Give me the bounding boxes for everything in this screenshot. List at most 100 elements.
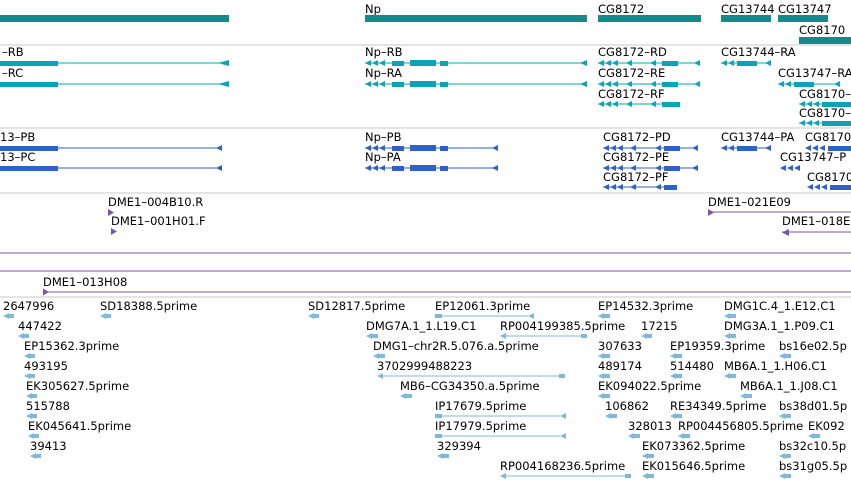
est-label: 307633 — [598, 339, 642, 353]
est-marker[interactable] — [779, 473, 791, 479]
est-alignment[interactable] — [435, 413, 566, 419]
est-label: 39413 — [30, 439, 67, 453]
est-marker[interactable] — [30, 453, 41, 459]
est-label: EK305627.5prime — [26, 379, 129, 393]
est-marker[interactable] — [598, 373, 610, 379]
est-marker[interactable] — [26, 413, 37, 419]
protein-model[interactable] — [0, 165, 222, 171]
est-marker[interactable] — [724, 333, 736, 339]
est-marker[interactable] — [779, 413, 791, 419]
est-alignment[interactable] — [435, 313, 534, 319]
est-marker[interactable] — [26, 393, 37, 399]
transcript-model[interactable] — [365, 60, 587, 66]
transcript-model[interactable] — [721, 60, 771, 66]
clone-marker[interactable] — [111, 228, 117, 235]
est-marker[interactable] — [308, 313, 319, 319]
est-alignment[interactable] — [500, 473, 631, 479]
transcript-model[interactable] — [0, 81, 229, 87]
est-label: EK015646.5prime — [642, 459, 745, 473]
est-label: MB6–CG34350.a.5prime — [400, 379, 540, 393]
clone-track: DME1–004B10.R DME1–001H01.F DME1–021E09 … — [108, 195, 851, 236]
est-marker[interactable] — [724, 373, 736, 379]
est-label: bs38d01.5p — [779, 399, 847, 413]
transcript-model[interactable] — [799, 120, 851, 126]
est-label: DMG1–chr2R.5.076.a.5prime — [373, 339, 539, 353]
est-marker[interactable] — [3, 313, 14, 319]
est-label: 2647996 — [3, 299, 54, 313]
transcript-label: Np–RB — [365, 45, 403, 59]
transcript-model[interactable] — [598, 60, 700, 66]
protein-model[interactable] — [603, 184, 677, 190]
est-marker[interactable] — [628, 433, 640, 439]
est-alignment[interactable] — [435, 433, 566, 439]
est-marker[interactable] — [808, 433, 820, 439]
est-marker[interactable] — [740, 393, 752, 399]
transcript-model[interactable] — [365, 81, 587, 87]
transcript-model[interactable] — [778, 81, 840, 87]
gene-bar-cg13744[interactable] — [721, 15, 771, 22]
est-label: MB6A.1_1.H06.C1 — [724, 359, 827, 373]
clone-alignment[interactable] — [708, 209, 851, 216]
gene-bar-left[interactable] — [0, 15, 229, 22]
est-marker[interactable] — [28, 433, 39, 439]
protein-model[interactable] — [365, 165, 498, 171]
clone-marker[interactable] — [108, 209, 114, 216]
est-marker[interactable] — [670, 353, 682, 359]
est-label: RP004199385.5prime — [500, 319, 625, 333]
est-marker[interactable] — [641, 333, 652, 339]
est-marker[interactable] — [724, 313, 736, 319]
protein-label: CG8172–PF — [603, 170, 669, 184]
est-marker[interactable] — [366, 333, 378, 339]
transcript-model[interactable] — [598, 81, 700, 87]
est-label: RP004456805.5prime — [678, 419, 803, 433]
transcript-model[interactable] — [799, 101, 851, 107]
clone-alignment[interactable] — [782, 229, 851, 236]
est-label: SD18388.5prime — [100, 299, 197, 313]
est-marker[interactable] — [24, 353, 35, 359]
gene-bar-cg8170[interactable] — [799, 37, 851, 44]
protein-model[interactable] — [0, 145, 222, 151]
est-label: 329394 — [437, 439, 481, 453]
est-label: 17215 — [641, 319, 678, 333]
est-label: SD12817.5prime — [308, 299, 405, 313]
est-marker[interactable] — [670, 413, 682, 419]
transcript-model[interactable] — [598, 101, 680, 107]
protein-model[interactable] — [603, 145, 698, 151]
gene-bar-cg8172[interactable] — [598, 15, 701, 22]
est-alignment[interactable] — [377, 373, 565, 379]
est-marker[interactable] — [779, 453, 791, 459]
est-marker[interactable] — [18, 333, 29, 339]
est-marker[interactable] — [605, 413, 617, 419]
est-marker[interactable] — [779, 353, 791, 359]
transcript-label: CG8172–RE — [598, 66, 665, 80]
protein-model[interactable] — [807, 184, 851, 190]
est-marker[interactable] — [642, 473, 654, 479]
est-marker[interactable] — [400, 393, 412, 399]
protein-model[interactable] — [780, 165, 800, 171]
est-marker[interactable] — [598, 393, 610, 399]
est-label: 328013 — [628, 419, 672, 433]
transcript-model[interactable] — [0, 60, 229, 66]
protein-model[interactable] — [805, 145, 851, 151]
est-label: 447422 — [18, 319, 62, 333]
est-marker[interactable] — [642, 453, 654, 459]
clone-alignment[interactable] — [43, 288, 851, 296]
est-marker[interactable] — [670, 373, 682, 379]
protein-model[interactable] — [365, 145, 498, 151]
est-alignment[interactable] — [500, 333, 587, 339]
protein-label: 13–PC — [0, 150, 35, 164]
transcript-label: CG8170– — [799, 106, 851, 120]
est-marker[interactable] — [598, 353, 610, 359]
protein-model[interactable] — [721, 145, 771, 151]
est-marker[interactable] — [100, 313, 111, 319]
protein-model[interactable] — [603, 165, 698, 171]
est-label: EP12061.3prime — [435, 299, 530, 313]
est-marker[interactable] — [598, 313, 610, 319]
est-marker[interactable] — [678, 433, 690, 439]
est-marker[interactable] — [437, 453, 449, 459]
est-marker[interactable] — [24, 373, 35, 379]
gene-bar-np[interactable] — [365, 15, 587, 22]
est-track: 2647996 SD18388.5prime SD12817.5prime EP… — [3, 299, 847, 479]
est-marker[interactable] — [373, 353, 385, 359]
gene-bar-cg13747[interactable] — [778, 15, 828, 22]
